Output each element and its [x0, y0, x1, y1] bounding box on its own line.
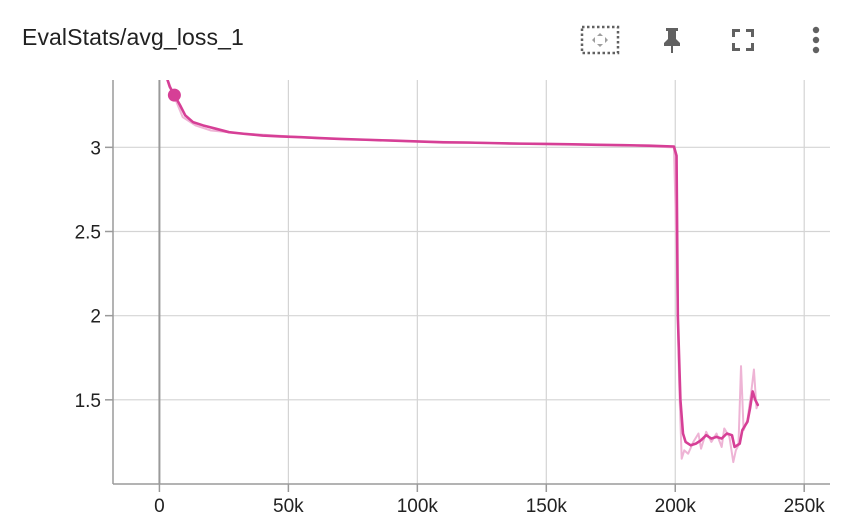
fit-domain-icon	[580, 25, 620, 55]
y-tick-label: 2	[90, 307, 101, 328]
fit-domain-button[interactable]	[578, 20, 622, 60]
x-tick-label: 150k	[526, 496, 568, 517]
series-line-raw	[166, 80, 759, 464]
chart-title: EvalStats/avg_loss_1	[22, 24, 244, 50]
highlight-point[interactable]	[167, 88, 181, 102]
more-vert-icon	[812, 26, 820, 54]
x-tick-label: 50k	[273, 496, 304, 517]
x-tick-label: 250k	[784, 496, 826, 517]
y-tick-label: 1.5	[75, 391, 101, 412]
pin-icon	[664, 28, 680, 53]
y-tick-label: 3	[90, 138, 101, 159]
fullscreen-button[interactable]	[721, 20, 765, 60]
x-tick-label: 200k	[655, 496, 697, 517]
more-options-button[interactable]	[794, 20, 838, 60]
grid-lines	[113, 80, 830, 484]
x-tick-label: 0	[154, 496, 165, 517]
y-tick-label: 2.5	[75, 223, 101, 244]
x-tick-label: 100k	[397, 496, 439, 517]
series-line-smoothed	[166, 80, 760, 449]
pin-button[interactable]	[650, 20, 694, 60]
fullscreen-icon	[732, 29, 754, 51]
card-header: EvalStats/avg_loss_1	[0, 0, 858, 80]
